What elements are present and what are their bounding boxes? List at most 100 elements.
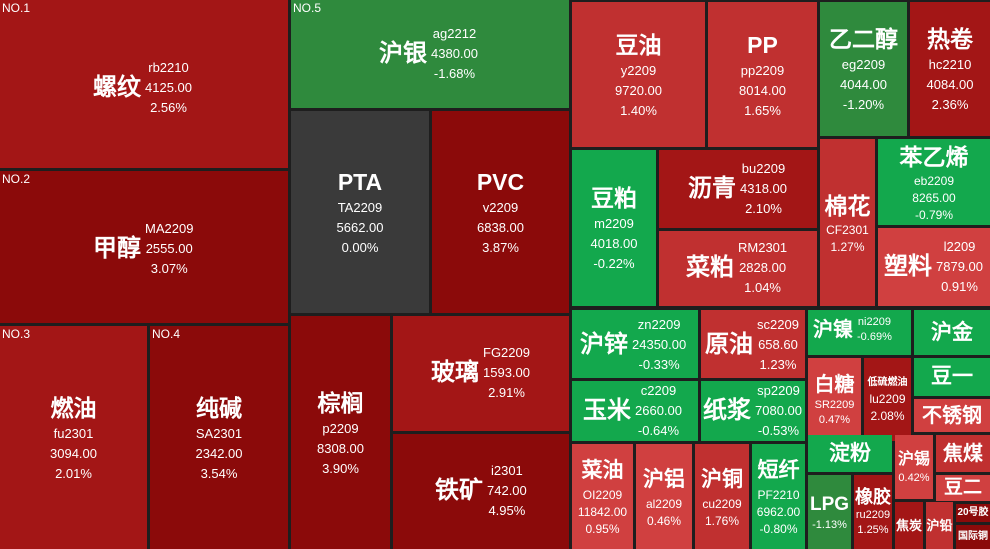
tile-jiaotan[interactable]: 焦炭 (895, 502, 923, 549)
tile-diliu[interactable]: 低硫燃油 lu2209 2.08% (864, 358, 911, 441)
commodity-name: 豆一 (931, 365, 973, 388)
commodity-name: 焦炭 (895, 517, 922, 533)
change-pct: 1.25% (857, 524, 889, 536)
tile-suliao[interactable]: 塑料 l2209 7879.00 0.91% (878, 228, 990, 306)
contract-code: p2209 (322, 420, 359, 436)
tile-pp[interactable]: PP pp2209 8014.00 1.65% (708, 2, 817, 147)
contract-code: eb2209 (913, 173, 955, 188)
tile-nie[interactable]: 沪镍 ni2209 -0.69% (808, 310, 911, 355)
commodity-name: 沪锌 (580, 331, 628, 358)
contract-code: SA2301 (195, 425, 243, 441)
change-pct: 1.40% (620, 102, 657, 118)
tile-douer[interactable]: 豆二 (936, 475, 990, 501)
tile-pvc[interactable]: PVC v2209 6838.00 3.87% (432, 111, 569, 313)
commodity-name: 沪铅 (926, 517, 953, 533)
tile-boli[interactable]: 玻璃 FG2209 1593.00 2.91% (393, 316, 569, 431)
commodity-name: 淀粉 (829, 441, 871, 465)
change-pct: 2.36% (931, 97, 969, 112)
price: 1593.00 (483, 365, 530, 380)
tile-hujin[interactable]: 沪金 (914, 310, 990, 355)
price: 3094.00 (50, 445, 97, 461)
contract-code: TA2209 (337, 200, 383, 215)
tile-yumi[interactable]: 玉米 c2209 2660.00 -0.64% (572, 381, 698, 441)
tile-ranyou[interactable]: NO.3 燃油 fu2301 3094.00 2.01% (0, 326, 147, 549)
commodity-name: 豆粕 (591, 185, 637, 211)
change-pct: 0.47% (818, 413, 851, 426)
commodity-name: 豆油 (615, 31, 662, 58)
contract-code: sp2209 (757, 383, 800, 398)
price: 4318.00 (740, 181, 787, 196)
rank-tag: NO.1 (2, 1, 31, 15)
price: 11842.00 (577, 505, 628, 519)
tile-ershihao[interactable]: 20号胶 (956, 504, 990, 522)
tile-huxi[interactable]: 沪锡 0.42% (895, 435, 933, 499)
commodity-name: 纸浆 (703, 397, 751, 424)
tile-yuanyou[interactable]: 原油 sc2209 658.60 1.23% (701, 310, 805, 378)
tile-lpg[interactable]: LPG -1.13% (808, 475, 851, 549)
tile-chunjian[interactable]: NO.4 纯碱 SA2301 2342.00 3.54% (150, 326, 288, 549)
commodity-name: 燃油 (50, 394, 97, 421)
commodity-name: 豆二 (943, 477, 982, 498)
rank-tag: NO.5 (293, 1, 322, 15)
tile-caiyou[interactable]: 菜油 OI2209 11842.00 0.95% (572, 444, 633, 549)
tile-hulv[interactable]: 沪铝 al2209 0.46% (636, 444, 692, 549)
tile-huxin[interactable]: 沪锌 zn2209 24350.00 -0.33% (572, 310, 698, 378)
tile-douyi[interactable]: 豆一 (914, 358, 990, 396)
tile-huyin[interactable]: NO.5 沪银 ag2212 4380.00 -1.68% (291, 0, 569, 108)
tile-baitang[interactable]: 白糖 SR2209 0.47% (808, 358, 861, 441)
change-pct: 4.95% (488, 503, 526, 518)
price: 4084.00 (926, 77, 974, 92)
change-pct: 1.65% (744, 102, 781, 118)
tile-huqian[interactable]: 沪铅 (926, 502, 953, 549)
tile-tiekuang[interactable]: 铁矿 i2301 742.00 4.95% (393, 434, 569, 549)
price: 4380.00 (431, 46, 478, 61)
contract-code: y2209 (620, 62, 657, 78)
tile-jiachun[interactable]: NO.2 甲醇 MA2209 2555.00 3.07% (0, 171, 288, 323)
commodity-name: 沪金 (931, 320, 973, 344)
tile-douyou[interactable]: 豆油 y2209 9720.00 1.40% (572, 2, 705, 147)
commodity-name: 不锈钢 (922, 404, 982, 427)
commodity-name: 沪铜 (701, 467, 743, 491)
tile-zhijiang[interactable]: 纸浆 sp2209 7080.00 -0.53% (701, 381, 805, 441)
change-pct: -1.68% (433, 66, 476, 81)
tile-xiangjiao[interactable]: 橡胶 ru2209 1.25% (854, 475, 892, 549)
contract-code: CF2301 (826, 222, 869, 237)
commodity-name: 白糖 (814, 373, 855, 396)
commodity-name: 20号胶 (957, 507, 989, 518)
tile-mianhua[interactable]: 棉花 CF2301 1.27% (820, 139, 875, 306)
commodity-name: 短纤 (757, 459, 800, 482)
tile-doupo[interactable]: 豆粕 m2209 4018.00 -0.22% (572, 150, 656, 306)
price: 6962.00 (756, 505, 801, 519)
tile-pta[interactable]: PTA TA2209 5662.00 0.00% (291, 111, 429, 313)
contract-code: cu2209 (702, 496, 742, 511)
change-pct: 1.04% (744, 280, 781, 295)
change-pct: 3.54% (200, 465, 238, 481)
tile-luowen[interactable]: NO.1 螺纹 rb2210 4125.00 2.56% (0, 0, 288, 168)
tile-guojitong[interactable]: 国际铜 (956, 525, 990, 549)
tile-caipo[interactable]: 菜粕 RM2301 2828.00 1.04% (659, 231, 817, 306)
tile-benyixi[interactable]: 苯乙烯 eb2209 8265.00 -0.79% (878, 139, 990, 225)
price: 2660.00 (635, 403, 682, 418)
change-pct: 2.08% (870, 408, 905, 423)
contract-code: c2209 (640, 383, 677, 398)
tile-liqing[interactable]: 沥青 bu2209 4318.00 2.10% (659, 150, 817, 228)
tile-jiaomei[interactable]: 焦煤 (936, 435, 990, 472)
tile-buxiugang[interactable]: 不锈钢 (914, 399, 990, 432)
price: 8308.00 (317, 440, 364, 456)
tile-yierchun[interactable]: 乙二醇 eg2209 4044.00 -1.20% (820, 2, 907, 136)
commodity-name: 苯乙烯 (899, 143, 969, 170)
tile-rejuan[interactable]: 热卷 hc2210 4084.00 2.36% (910, 2, 990, 136)
contract-code: hc2210 (928, 57, 972, 72)
commodity-name: 沪镍 (813, 319, 853, 341)
price: 2828.00 (739, 260, 787, 275)
tile-zonglv[interactable]: 棕榈 p2209 8308.00 3.90% (291, 316, 390, 549)
contract-code: rb2210 (148, 60, 189, 75)
commodity-name: 棉花 (824, 192, 871, 219)
price: 8014.00 (739, 82, 786, 98)
tile-duanxian[interactable]: 短纤 PF2210 6962.00 -0.80% (752, 444, 805, 549)
change-pct: -0.79% (914, 207, 953, 222)
tile-dianfen[interactable]: 淀粉 (808, 435, 892, 472)
tile-hutong[interactable]: 沪铜 cu2209 1.76% (695, 444, 749, 549)
commodity-name: 沪银 (379, 40, 427, 67)
change-pct: 2.10% (745, 201, 782, 216)
